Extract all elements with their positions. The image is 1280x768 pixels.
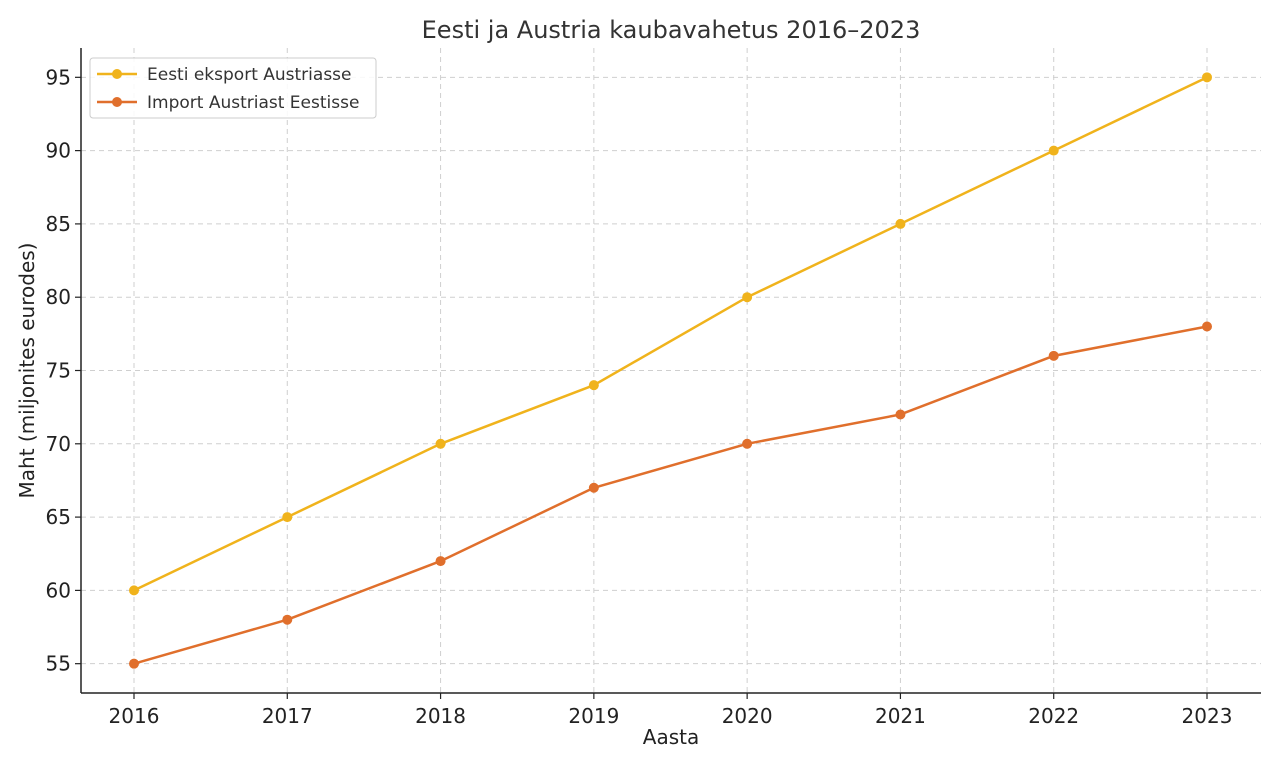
chart-title: Eesti ja Austria kaubavahetus 2016–2023	[422, 16, 921, 44]
data-point	[588, 482, 599, 493]
y-tick-label: 75	[46, 359, 71, 383]
x-axis-ticks: 2016 2017 2018 2019 2020 2021 2022 2023	[109, 693, 1233, 728]
data-point	[435, 438, 446, 449]
legend-label: Import Austriast Eestisse	[147, 93, 359, 113]
data-point	[742, 292, 753, 303]
legend-swatch-marker	[112, 69, 122, 79]
legend-swatch-marker	[112, 97, 122, 107]
legend-item: Import Austriast Eestisse	[97, 93, 359, 113]
legend: Eesti eksport Austriasse Import Austriast…	[89, 57, 377, 119]
y-tick-label: 90	[46, 139, 71, 163]
data-point	[1048, 145, 1059, 156]
x-tick-label: 2017	[262, 704, 313, 728]
series-line	[133, 325, 1208, 665]
series	[129, 72, 1212, 669]
series-2	[129, 321, 1212, 669]
data-point	[282, 512, 293, 523]
y-axis-ticks: 55 60 65 70 75 80 85 90 95	[46, 65, 81, 676]
x-axis-label: Aasta	[643, 725, 699, 749]
x-tick-label: 2019	[568, 704, 619, 728]
x-tick-label: 2022	[1028, 704, 1079, 728]
data-point	[742, 438, 753, 449]
y-axis-label: Maht (miljonites eurodes)	[15, 243, 39, 499]
y-tick-label: 55	[46, 652, 71, 676]
data-point	[282, 614, 293, 625]
x-tick-label: 2018	[415, 704, 466, 728]
data-point	[895, 409, 906, 420]
data-point	[129, 658, 139, 669]
data-point	[588, 380, 599, 391]
series-1	[129, 72, 1212, 596]
x-tick-label: 2023	[1182, 704, 1233, 728]
grid	[81, 48, 1261, 693]
y-tick-label: 65	[46, 505, 71, 529]
x-tick-label: 2020	[722, 704, 773, 728]
series-line	[133, 76, 1208, 592]
y-tick-label: 60	[46, 578, 71, 602]
x-tick-label: 2016	[109, 704, 160, 728]
y-tick-label: 80	[46, 285, 71, 309]
data-point	[1202, 72, 1212, 83]
x-tick-label: 2021	[875, 704, 926, 728]
data-point	[435, 556, 446, 567]
y-tick-label: 95	[46, 65, 71, 89]
y-tick-label: 70	[46, 432, 71, 456]
data-point	[1048, 350, 1059, 361]
legend-box	[89, 57, 377, 119]
legend-items: Eesti eksport Austriasse Import Austriast…	[97, 65, 359, 113]
data-point	[895, 218, 906, 229]
data-point	[129, 585, 139, 596]
legend-item: Eesti eksport Austriasse	[97, 65, 352, 85]
data-point	[1202, 321, 1212, 332]
y-tick-label: 85	[46, 212, 71, 236]
legend-label: Eesti eksport Austriasse	[147, 65, 352, 85]
